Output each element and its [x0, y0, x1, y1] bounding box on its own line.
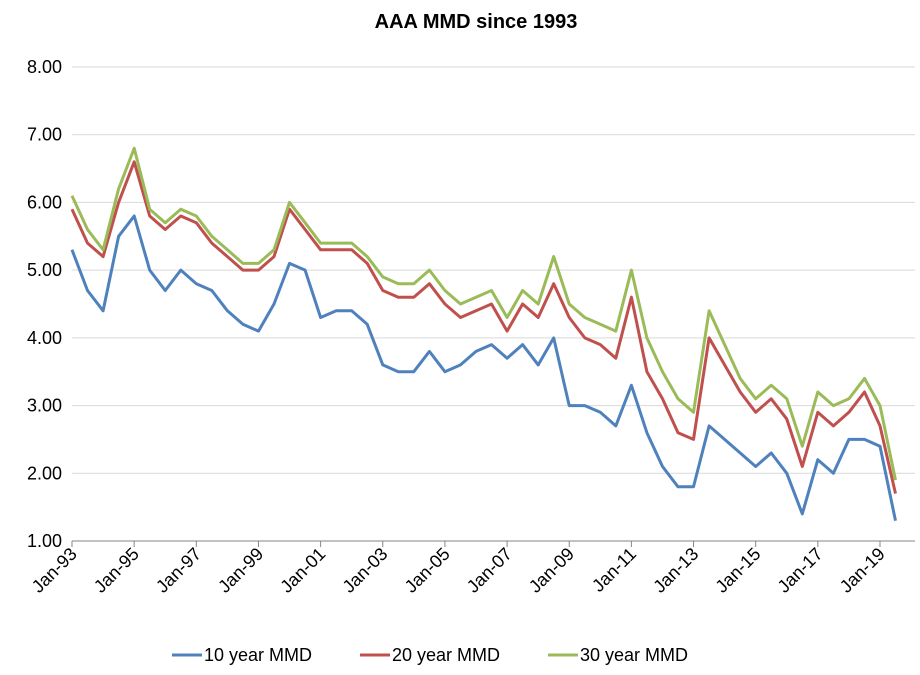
x-tick-label: Jan-97: [152, 544, 205, 597]
y-tick-label: 8.00: [27, 57, 62, 77]
x-tick-label: Jan-17: [774, 544, 827, 597]
x-tick-label: Jan-09: [525, 544, 578, 597]
y-tick-label: 5.00: [27, 260, 62, 280]
y-tick-label: 1.00: [27, 531, 62, 551]
x-tick-label: Jan-03: [339, 544, 392, 597]
legend-label: 10 year MMD: [204, 645, 312, 665]
x-tick-label: Jan-19: [836, 544, 889, 597]
x-tick-label: Jan-15: [711, 544, 764, 597]
legend-item: 10 year MMD: [172, 645, 312, 665]
x-tick-label: Jan-11: [588, 544, 640, 596]
y-tick-label: 6.00: [27, 192, 62, 212]
y-tick-label: 3.00: [27, 396, 62, 416]
chart-title: AAA MMD since 1993: [375, 11, 578, 33]
x-tick-label: Jan-07: [463, 544, 516, 597]
series-line: [70, 214, 897, 522]
x-tick-label: Jan-01: [276, 544, 329, 597]
x-tick-label: Jan-13: [649, 544, 702, 597]
legend-label: 20 year MMD: [392, 645, 500, 665]
y-tick-label: 2.00: [27, 463, 62, 483]
x-tick-label: Jan-99: [214, 544, 267, 597]
y-tick-label: 7.00: [27, 125, 62, 145]
legend-item: 20 year MMD: [360, 645, 500, 665]
x-tick-label: Jan-95: [90, 544, 143, 597]
legend-label: 30 year MMD: [580, 645, 688, 665]
x-tick-label: Jan-93: [28, 544, 81, 597]
y-tick-label: 4.00: [27, 328, 62, 348]
x-tick-label: Jan-05: [401, 544, 454, 597]
series-line: [70, 146, 897, 481]
legend-item: 30 year MMD: [548, 645, 688, 665]
series-line: [70, 160, 897, 494]
